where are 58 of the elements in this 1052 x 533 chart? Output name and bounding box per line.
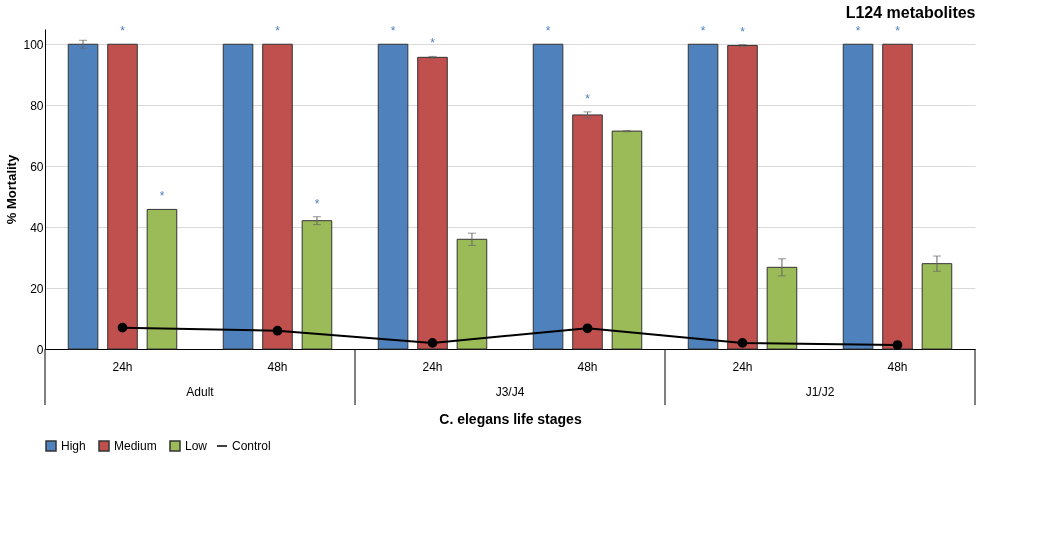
bar [262,43,293,350]
point [892,340,903,350]
point [117,322,128,333]
x-axis-title: C. elegans life stages [439,410,582,427]
bar [882,43,913,350]
legend-label: Control [232,439,271,453]
data-label: * [430,36,436,51]
x-tick-label: 48h [577,359,598,374]
y-tick-label: 100 [23,37,44,52]
data-label: * [275,24,281,39]
x-tick-label: 24h [732,359,753,374]
bar [146,208,178,350]
x-tick-label: 48h [887,359,908,374]
text: J3/J4 [495,385,525,399]
data-label: * [545,24,551,39]
legend-label: Low [185,439,208,453]
bar [921,263,953,350]
data-label: * [700,24,706,39]
text: Adult [186,385,215,399]
bar [611,130,643,350]
bar [842,43,874,350]
data-label: * [314,196,320,211]
point [427,338,438,348]
bar [107,43,138,350]
x-tick-label: 24h [422,359,443,374]
chart-title: L124 metabolites [845,4,976,22]
data-label: * [740,24,746,39]
bar [456,238,488,350]
y-axis-title: % Mortality [4,154,20,225]
y-tick-label: 0 [36,342,44,357]
y-tick-label: 20 [30,281,44,296]
bar [222,43,254,350]
bar [766,266,798,350]
data-label: * [120,24,126,39]
y-tick-label: 60 [30,159,44,174]
bar [687,43,719,350]
x-tick-label: 48h [267,359,288,374]
text: J1/J2 [805,385,835,399]
bar [572,114,603,350]
data-label: * [895,24,901,39]
bar [67,43,99,350]
legend-label: High [61,439,86,453]
data-label: * [855,24,861,39]
legend-label: Medium [114,439,157,453]
data-label: * [585,91,591,106]
point [737,338,748,348]
bar [301,220,333,350]
x-tick-label: 24h [112,359,133,374]
bar [377,43,409,350]
y-tick-label: 80 [30,98,44,113]
bar [727,44,758,350]
data-label: * [159,189,165,204]
bar [532,43,564,350]
bar [417,56,448,350]
y-tick-label: 40 [30,220,44,235]
point [582,323,593,334]
data-label: * [390,24,396,39]
point [272,325,283,336]
